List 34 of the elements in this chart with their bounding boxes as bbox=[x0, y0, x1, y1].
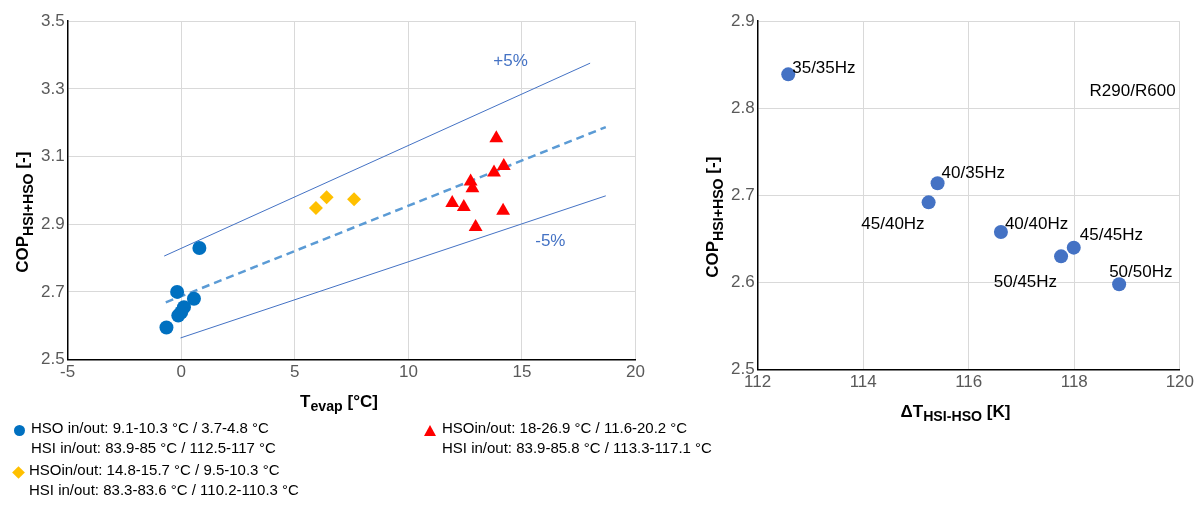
x-tick-label: 0 bbox=[176, 362, 186, 382]
x-tick-label: 15 bbox=[512, 362, 532, 382]
annotation: -5% bbox=[535, 230, 566, 250]
y-tick-label: 2.5 bbox=[40, 349, 65, 369]
x-tick-label: 20 bbox=[626, 362, 646, 382]
legend-label: HSO in/out: 9.1-10.3 °C / 3.7-4.8 °C HSI in/out: 83.9-85 °C / 112.5-117 °C bbox=[31, 418, 276, 458]
x-tick-label: 118 bbox=[1060, 372, 1088, 392]
x-tick-label: 10 bbox=[398, 362, 418, 382]
x-axis-title: ΔT$_{HSI-HSO}$ [K] bbox=[899, 401, 1012, 424]
legend-label: HSOin/out: 18-26.9 °C / 11.6-20.2 °C HSI in/out: 83.9-85.8 °C / 113.3-117.1 °C bbox=[442, 418, 712, 458]
y-tick-label: 3.1 bbox=[40, 146, 65, 166]
annotation: 40/40Hz bbox=[1004, 213, 1069, 233]
y-tick-label: 3.3 bbox=[40, 78, 65, 98]
x-tick-label: 116 bbox=[955, 372, 983, 392]
y-tick-label: 2.7 bbox=[730, 185, 755, 205]
y-tick-label: 2.9 bbox=[730, 10, 755, 30]
annotation: +5% bbox=[493, 51, 528, 71]
annotation: 40/35Hz bbox=[941, 162, 1005, 182]
annotation: 35/35Hz bbox=[792, 58, 856, 78]
annotation: R290/R600 bbox=[1089, 80, 1176, 100]
annotation: 50/45Hz bbox=[993, 272, 1058, 292]
y-tick-label: 2.6 bbox=[730, 272, 755, 292]
annotation: 45/40Hz bbox=[861, 214, 925, 234]
annotation: 50/50Hz bbox=[1109, 261, 1173, 281]
legend-label: HSOin/out: 14.8-15.7 °C / 9.5-10.3 °C HSI in/out: 83.3-83.6 °C / 110.2-110.3 °C bbox=[29, 460, 299, 500]
y-tick-label: 2.7 bbox=[40, 281, 65, 301]
y-tick-label: 2.9 bbox=[40, 213, 65, 233]
x-tick-label: 114 bbox=[849, 372, 877, 392]
y-tick-label: 2.8 bbox=[730, 97, 755, 117]
annotation: 45/45Hz bbox=[1079, 225, 1144, 245]
x-axis-title: T$_{evap}$ [°C] bbox=[299, 391, 379, 414]
x-tick-label: 5 bbox=[290, 362, 300, 382]
x-tick-label: 120 bbox=[1165, 372, 1195, 392]
y-tick-label: 3.5 bbox=[40, 10, 65, 30]
